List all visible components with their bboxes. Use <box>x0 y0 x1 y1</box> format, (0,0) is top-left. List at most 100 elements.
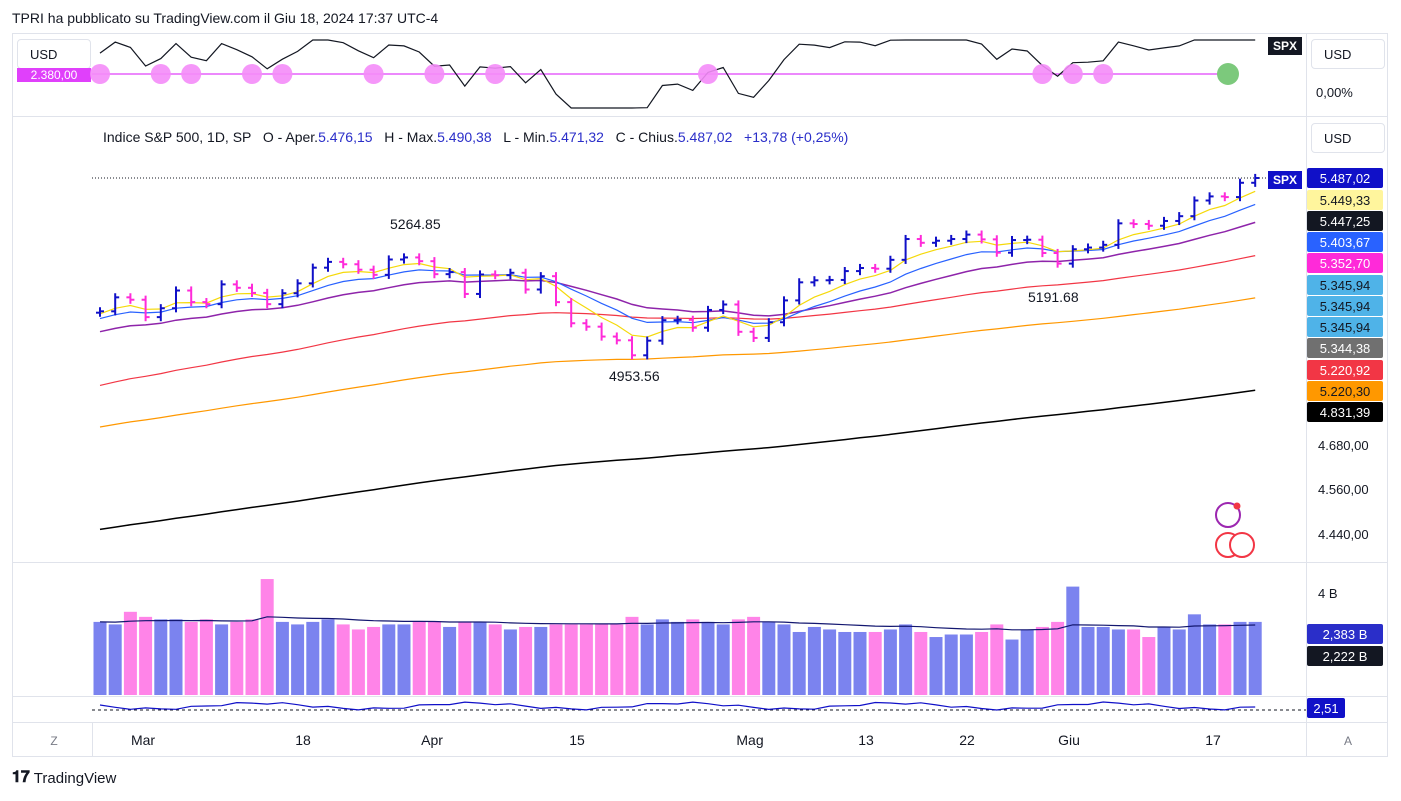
panel-divider-osc <box>12 696 1388 697</box>
publish-header: TPRI ha pubblicato su TradingView.com il… <box>12 10 439 26</box>
footer-brand[interactable]: 𝟏𝟕 TradingView <box>12 769 117 787</box>
notification-dot-icon <box>1233 502 1241 510</box>
signal-circle <box>698 64 718 84</box>
volume-bar <box>975 631 989 695</box>
annotation-high: 5264.85 <box>390 216 441 232</box>
signal-circle <box>181 64 202 84</box>
signal-circle <box>150 64 171 84</box>
price-axis-divider <box>1306 33 1307 757</box>
price-tag: 5.345,94 <box>1307 317 1383 337</box>
annotation-mid: 5191.68 <box>1028 289 1079 305</box>
time-axis-label: 17 <box>1205 732 1221 748</box>
signal-circle <box>1032 64 1053 84</box>
signal-circle-current <box>1217 63 1239 85</box>
volume-tag-current: 2,222 B <box>1307 646 1383 666</box>
volume-bar <box>534 626 548 695</box>
volume-bar <box>443 626 457 695</box>
signal-circle <box>1093 64 1114 84</box>
legend-open: 5.476,15 <box>318 129 373 145</box>
volume-bar <box>519 626 533 695</box>
volume-bar <box>1172 629 1186 695</box>
volume-bar <box>1081 626 1095 695</box>
volume-bar <box>1020 629 1034 695</box>
volume-bar <box>807 626 821 695</box>
volume-bar <box>1005 639 1019 695</box>
volume-bar <box>1157 626 1171 695</box>
osc-tag: 2,51 <box>1307 698 1345 718</box>
price-tag: 5.403,67 <box>1307 232 1383 252</box>
ema-10-line <box>99 203 1256 324</box>
time-axis-label: Giu <box>1058 732 1080 748</box>
volume-bar <box>610 624 624 695</box>
panel-divider-volume <box>12 562 1388 563</box>
ema-5-line <box>99 190 1256 338</box>
price-tag: 5.220,30 <box>1307 381 1383 401</box>
ema-200-line <box>99 389 1256 531</box>
volume-bar <box>595 624 609 695</box>
volume-bar <box>792 631 806 695</box>
volume-bar <box>382 624 396 695</box>
volume-tag-ma: 2,383 B <box>1307 624 1383 644</box>
legend-close: 5.487,02 <box>677 129 733 145</box>
volume-bar <box>336 624 350 695</box>
volume-bar <box>762 621 776 695</box>
price-tag: 5.352,70 <box>1307 253 1383 273</box>
volume-bar <box>154 619 168 695</box>
volume-bar <box>245 619 259 695</box>
main-currency-button[interactable]: USD <box>1311 123 1385 153</box>
volume-bar <box>747 616 761 695</box>
us-flag-icon-2 <box>1229 532 1255 558</box>
volume-ma-line <box>99 616 1256 631</box>
signal-circle <box>1062 64 1083 84</box>
volume-bar <box>412 621 426 695</box>
volume-bar <box>260 579 274 695</box>
volume-bar <box>625 616 639 695</box>
price-tag: 5.345,94 <box>1307 275 1383 295</box>
volume-bar <box>503 629 517 695</box>
time-axis-left-divider <box>92 722 93 756</box>
volume-bar <box>458 621 472 695</box>
volume-bar <box>990 624 1004 695</box>
price-axis-tick: 4.560,00 <box>1318 482 1369 497</box>
volume-bar <box>275 621 289 695</box>
volume-bar <box>367 626 381 695</box>
top-breadth-line <box>99 39 1256 109</box>
volume-bar <box>1127 629 1141 695</box>
price-tag: 5.220,92 <box>1307 360 1383 380</box>
top-left-value-tag: 2.380,00 <box>17 68 91 82</box>
legend-change: +13,78 (+0,25%) <box>744 129 849 145</box>
osc-line <box>99 701 1256 711</box>
volume-bar <box>701 621 715 695</box>
volume-bar <box>1142 637 1156 695</box>
top-right-currency-button[interactable]: USD <box>1311 39 1385 69</box>
legend-low: 5.471,32 <box>549 129 604 145</box>
volume-bar <box>929 637 943 695</box>
zoom-button[interactable]: Z <box>50 734 58 748</box>
volume-bar <box>488 624 502 695</box>
volume-bar <box>549 624 563 695</box>
signal-circle <box>363 64 384 84</box>
volume-bar <box>306 621 320 695</box>
price-tag: 5.447,25 <box>1307 211 1383 231</box>
volume-bar <box>108 624 122 695</box>
chart-legend: Indice S&P 500, 1D, SP O - Aper.5.476,15… <box>103 129 849 145</box>
price-tag: 5.344,38 <box>1307 338 1383 358</box>
time-axis-label: Mag <box>736 732 764 748</box>
volume-bar <box>686 619 700 695</box>
volume-bar <box>823 629 837 695</box>
volume-bar <box>139 616 153 695</box>
top-currency-button[interactable]: USD <box>17 39 91 69</box>
panel-divider-time <box>12 722 1388 723</box>
signal-circle <box>90 64 110 84</box>
price-tag: 5.487,02 <box>1307 168 1383 188</box>
time-axis-label: 18 <box>295 732 311 748</box>
volume-bar <box>944 634 958 695</box>
volume-bar <box>199 619 213 695</box>
auto-scale-button[interactable]: A <box>1343 734 1352 748</box>
volume-bar <box>93 621 107 695</box>
volume-bar <box>473 621 487 695</box>
volume-bar <box>1248 621 1262 695</box>
ema-20-line <box>99 221 1256 333</box>
volume-bar <box>1218 624 1232 695</box>
